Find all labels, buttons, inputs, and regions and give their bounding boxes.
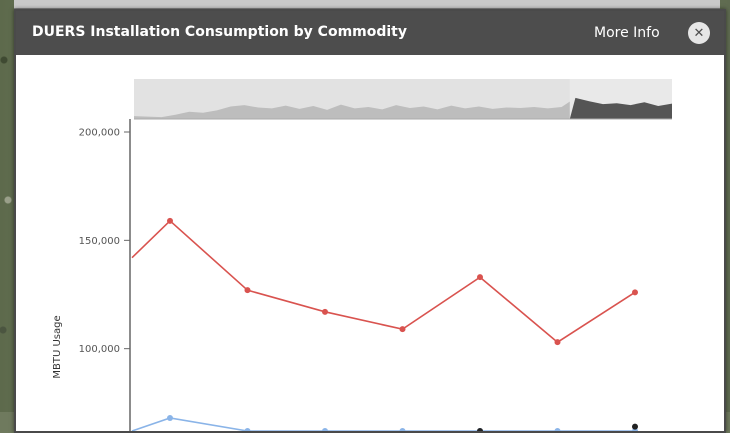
chart-window: DUERS Installation Consumption by Commod…: [14, 9, 726, 433]
series-0-point: [477, 274, 483, 281]
series-layer: [131, 217, 638, 431]
series-0-point: [399, 326, 406, 333]
navigator-area: [134, 97, 672, 119]
close-icon[interactable]: ✕: [688, 22, 710, 44]
series-line-0: [131, 219, 636, 344]
series-0-point: [632, 289, 638, 296]
series-0-point: [244, 287, 251, 294]
series-1-point: [167, 415, 173, 421]
series-0-point: [167, 217, 173, 224]
window-header: DUERS Installation Consumption by Commod…: [16, 11, 724, 55]
y-axis-title: MBTU Usage: [52, 315, 63, 378]
series-1-point: [322, 428, 328, 431]
window-top-strip: [14, 0, 720, 9]
navigator-selected-area: [569, 97, 672, 119]
more-info-link[interactable]: More Info: [594, 25, 660, 41]
series-2-point: [477, 428, 483, 431]
window-title: DUERS Installation Consumption by Commod…: [32, 24, 407, 40]
y-tick-label: 200,000: [79, 128, 120, 139]
series-0-point: [322, 308, 328, 315]
series-0-point: [554, 339, 561, 346]
y-axis: 200,000 150,000 100,000: [79, 119, 131, 431]
range-navigator[interactable]: [134, 79, 672, 120]
series-1-point: [554, 428, 561, 431]
consumption-chart: 200,000 150,000 100,000 MBTU Usage: [52, 79, 672, 431]
y-tick-label: 150,000: [79, 236, 120, 247]
y-tick-label: 100,000: [79, 344, 120, 355]
series-1-point: [244, 428, 251, 431]
series-1-point: [399, 428, 406, 431]
series-2-point: [632, 423, 638, 430]
